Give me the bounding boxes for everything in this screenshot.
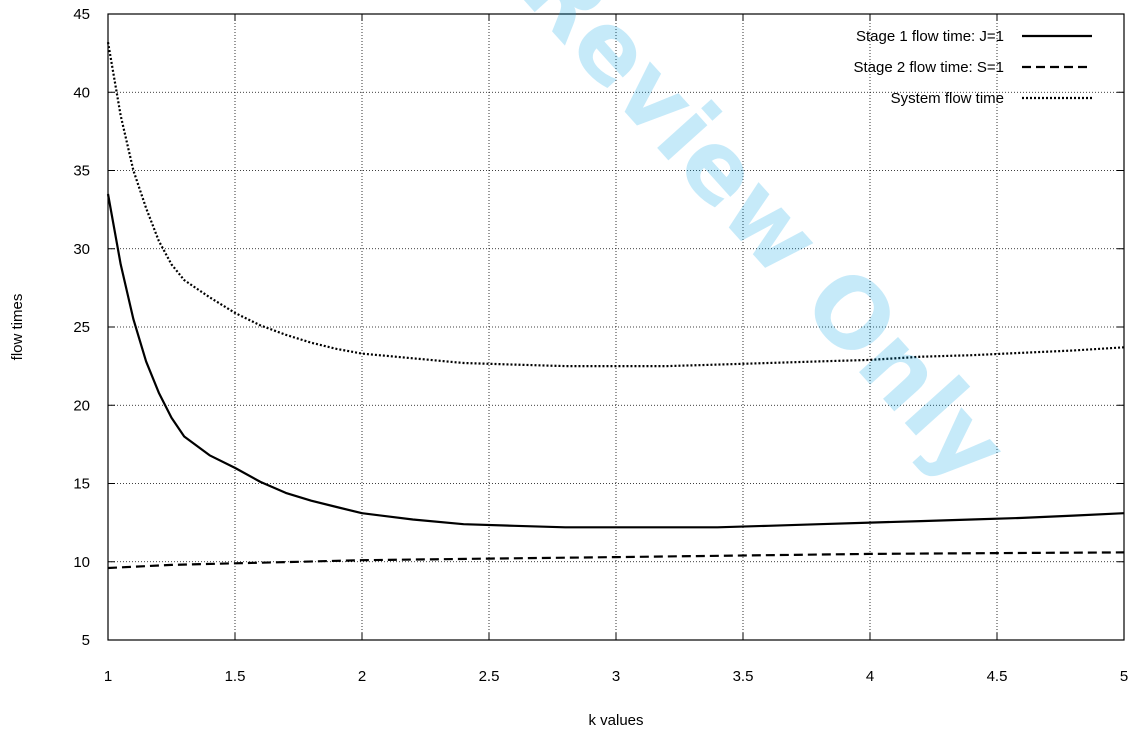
x-tick-label: 1	[104, 668, 112, 685]
series-line-2	[107, 551, 1125, 570]
y-tick-label: 10	[73, 554, 90, 571]
x-tick-label: 3.5	[733, 668, 754, 685]
series-line-3	[106, 42, 1125, 368]
y-tick-label: 40	[73, 84, 90, 101]
x-tick-label: 2	[358, 668, 366, 685]
axis-ticks: 1 1.5 2 2.5 3 3.5 4 4.5 5 5 10 15 20 25 30 35 40 45	[73, 6, 1128, 685]
series-line-1	[106, 193, 1125, 529]
legend-label-2: Stage 2 flow time: S=1	[854, 59, 1005, 76]
x-tick-label: 5	[1120, 668, 1128, 685]
x-tick-label: 3	[612, 668, 620, 685]
x-tick-label: 4	[866, 668, 874, 685]
legend-label-1: Stage 1 flow time: J=1	[856, 28, 1004, 45]
x-tick-label: 1.5	[225, 668, 246, 685]
y-tick-label: 25	[73, 319, 90, 336]
x-tick-label: 2.5	[479, 668, 500, 685]
y-tick-label: 30	[73, 241, 90, 258]
y-tick-label: 45	[73, 6, 90, 23]
y-tick-label: 20	[73, 397, 90, 414]
grid	[108, 14, 1124, 640]
y-tick-label: 35	[73, 163, 90, 180]
y-axis-title: flow times	[9, 294, 26, 361]
x-axis-title: k values	[588, 712, 643, 729]
y-tick-label: 5	[82, 632, 90, 649]
series-lines	[106, 42, 1125, 570]
legend-label-3: System flow time	[891, 90, 1004, 107]
legend: Stage 1 flow time: J=1 Stage 2 flow time:…	[854, 28, 1092, 107]
x-tick-label: 4.5	[987, 668, 1008, 685]
y-tick-label: 15	[73, 476, 90, 493]
